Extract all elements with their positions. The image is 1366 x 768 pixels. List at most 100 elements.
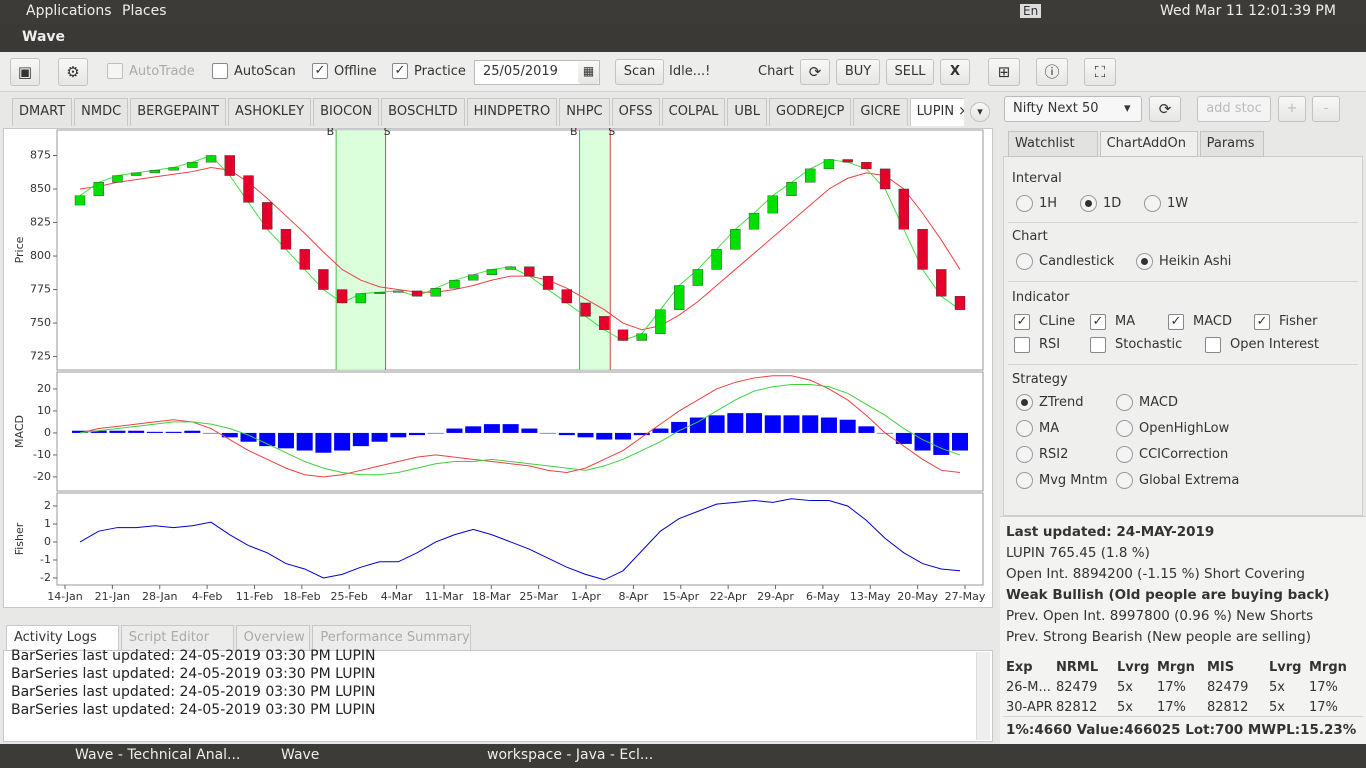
macd-histogram-bar: [802, 415, 819, 433]
layout-button[interactable]: ⊞: [988, 58, 1020, 86]
toolbar-checkbox-label[interactable]: Practice: [414, 64, 466, 79]
checkbox[interactable]: [1205, 337, 1221, 353]
radio-label[interactable]: OpenHighLow: [1139, 421, 1230, 436]
refresh-button[interactable]: ⟳: [800, 59, 830, 85]
places-menu[interactable]: Places: [122, 3, 167, 19]
toolbar-checkbox-label[interactable]: Offline: [334, 64, 377, 79]
scan-button[interactable]: Scan: [615, 59, 664, 85]
radio-label[interactable]: CCICorrection: [1139, 447, 1229, 462]
radio-button[interactable]: [1080, 195, 1097, 212]
applications-menu[interactable]: Applications: [26, 3, 112, 19]
radio-label[interactable]: ZTrend: [1039, 395, 1084, 410]
stock-tab[interactable]: BERGEPAINT: [130, 98, 227, 126]
radio-label[interactable]: 1H: [1039, 196, 1058, 211]
radio-button[interactable]: [1016, 420, 1033, 437]
radio-button[interactable]: [1116, 446, 1133, 463]
index-dropdown[interactable]: Nifty Next 50: [1004, 96, 1142, 122]
toolbar-checkbox-label[interactable]: AutoScan: [234, 64, 296, 79]
checkbox-label[interactable]: RSI: [1039, 337, 1061, 352]
settings-button[interactable]: ⚙: [58, 58, 88, 86]
radio-button[interactable]: [1016, 195, 1033, 212]
radio-label[interactable]: MACD: [1139, 395, 1178, 410]
stock-tab[interactable]: DMART: [12, 98, 73, 126]
x-tick-label: 14-Jan: [47, 590, 83, 603]
toolbar-checkbox-label[interactable]: AutoTrade: [129, 64, 195, 79]
panel-tab[interactable]: Params: [1199, 131, 1264, 157]
radio-button[interactable]: [1016, 472, 1033, 489]
sell-button[interactable]: SELL: [886, 59, 934, 85]
radio-label[interactable]: Candlestick: [1039, 254, 1115, 269]
save-button[interactable]: ▣: [10, 58, 40, 86]
checkbox[interactable]: ✓: [392, 63, 408, 79]
tab-menu-button[interactable]: ▾: [970, 102, 990, 122]
checkbox[interactable]: ✓: [1168, 314, 1184, 330]
checkbox[interactable]: ✓: [1014, 314, 1030, 330]
checkbox[interactable]: ✓: [1254, 314, 1270, 330]
checkbox-label[interactable]: Stochastic: [1115, 337, 1183, 352]
checkbox[interactable]: [107, 63, 123, 79]
radio-label[interactable]: Global Extrema: [1139, 473, 1240, 488]
checkbox[interactable]: [212, 63, 228, 79]
panel-tab[interactable]: ChartAddOn: [1099, 131, 1198, 157]
remove-button[interactable]: -: [1312, 96, 1340, 122]
stock-tab[interactable]: UBL: [727, 98, 768, 126]
radio-label[interactable]: 1W: [1167, 196, 1189, 211]
checkbox-label[interactable]: MA: [1115, 314, 1136, 329]
checkbox-label[interactable]: Fisher: [1279, 314, 1318, 329]
refresh-list-button[interactable]: ⟳: [1149, 96, 1181, 122]
radio-button[interactable]: [1136, 253, 1153, 270]
stock-tab[interactable]: GODREJCP: [769, 98, 852, 126]
candle: [299, 249, 310, 270]
radio-label[interactable]: Mvg Mntm: [1039, 473, 1108, 488]
radio-button[interactable]: [1116, 472, 1133, 489]
stock-tab[interactable]: BOSCHLTD: [381, 98, 465, 126]
stock-tab[interactable]: COLPAL: [661, 98, 726, 126]
radio-label[interactable]: MA: [1039, 421, 1060, 436]
taskbar-item[interactable]: workspace - Java - Ecl...: [487, 747, 654, 763]
checkbox-label[interactable]: MACD: [1193, 314, 1232, 329]
radio-button[interactable]: [1016, 253, 1033, 270]
keyboard-layout[interactable]: En: [1020, 4, 1042, 18]
calendar-button[interactable]: ▦: [578, 61, 599, 84]
stock-tab[interactable]: OFSS: [611, 98, 660, 126]
buy-button[interactable]: BUY: [836, 59, 880, 85]
radio-button[interactable]: [1016, 394, 1033, 411]
info-button[interactable]: ⓘ: [1036, 58, 1068, 86]
stock-tab[interactable]: HINDPETRO: [466, 98, 558, 126]
panel-tab[interactable]: Watchlist: [1008, 131, 1098, 157]
clock[interactable]: Wed Mar 11 12:01:39 PM: [1160, 3, 1336, 19]
add-stock-field[interactable]: add stoc: [1197, 96, 1271, 122]
stock-tab[interactable]: NMDC: [74, 98, 129, 126]
checkbox[interactable]: ✓: [1090, 314, 1106, 330]
taskbar-item[interactable]: Wave - Technical Anal...: [75, 747, 241, 763]
stock-tab[interactable]: BIOCON: [313, 98, 380, 126]
tab-label: COLPAL: [668, 104, 719, 119]
checkbox[interactable]: [1014, 337, 1030, 353]
bottom-tab[interactable]: Script Editor: [120, 625, 234, 651]
radio-label[interactable]: 1D: [1103, 196, 1122, 211]
macd-histogram-bar: [708, 415, 725, 433]
radio-button[interactable]: [1116, 394, 1133, 411]
checkbox-label[interactable]: Open Interest: [1230, 337, 1319, 352]
stock-tab[interactable]: ASHOKLEY: [228, 98, 312, 126]
radio-button[interactable]: [1116, 420, 1133, 437]
stock-tab[interactable]: GICRE: [853, 98, 908, 126]
checkbox[interactable]: [1090, 337, 1106, 353]
stock-tab[interactable]: NHPC: [559, 98, 610, 126]
bottom-tab[interactable]: Overview: [235, 625, 311, 651]
checkbox[interactable]: ✓: [312, 63, 328, 79]
close-button[interactable]: X: [940, 59, 970, 85]
taskbar-item[interactable]: Wave: [281, 747, 320, 763]
radio-label[interactable]: RSI2: [1039, 447, 1069, 462]
bottom-tab[interactable]: Activity Logs: [6, 625, 119, 651]
add-button[interactable]: +: [1278, 96, 1306, 122]
bottom-tab[interactable]: Performance Summary: [312, 625, 471, 651]
radio-button[interactable]: [1016, 446, 1033, 463]
radio-label[interactable]: Heikin Ashi: [1159, 254, 1232, 269]
radio-button[interactable]: [1144, 195, 1161, 212]
stock-tab[interactable]: LUPIN ×: [909, 98, 964, 126]
checkbox-label[interactable]: CLine: [1039, 314, 1076, 329]
fullscreen-button[interactable]: ⛶: [1084, 58, 1116, 86]
stock-tab-bar: DMART NMDC BERGEPAINT ASHOKLEY BIOCON BOSCHLT…: [12, 98, 964, 126]
